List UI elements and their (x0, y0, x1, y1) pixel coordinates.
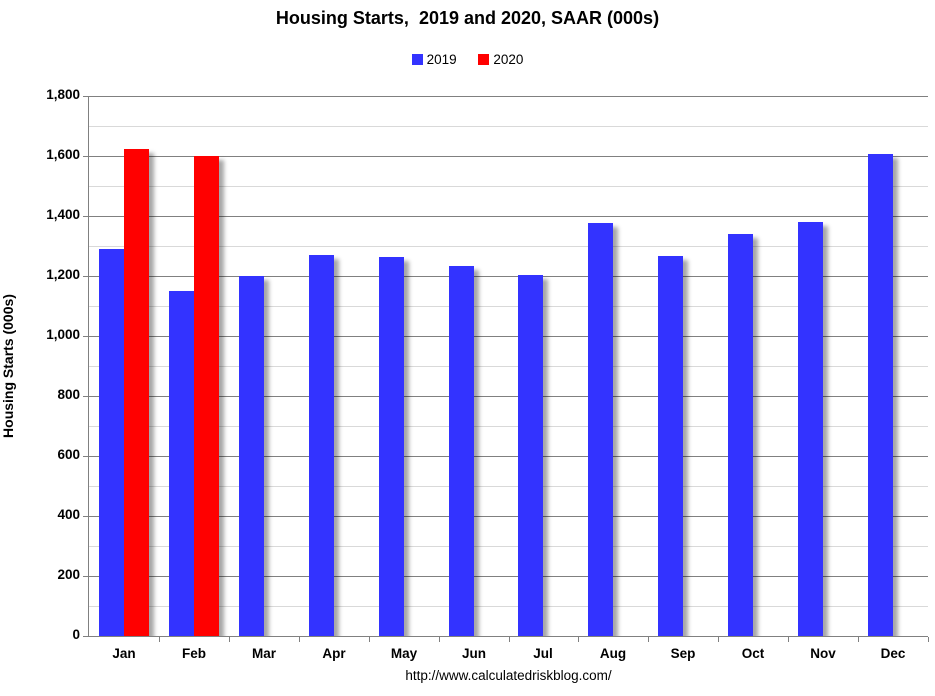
y-axis-label-800: 800 (57, 387, 80, 402)
y-axis-label-1400: 1,400 (46, 207, 80, 222)
x-tick-1 (159, 637, 160, 642)
bar-Sep-2019 (658, 256, 683, 636)
bar-May-2019 (379, 257, 404, 636)
bar-Nov-2019 (798, 222, 823, 636)
gridline-600 (89, 456, 928, 457)
x-tick-7 (578, 637, 579, 642)
y-tick-200 (83, 576, 89, 577)
legend-item-2019: 2019 (411, 52, 457, 67)
gridline-300 (89, 546, 928, 547)
y-tick-1800 (83, 96, 89, 97)
x-axis-label-Jun: Jun (461, 646, 486, 661)
gridline-1400 (89, 216, 928, 217)
y-tick-800 (83, 396, 89, 397)
bar-Feb-2020 (194, 156, 219, 636)
plot-area (89, 96, 928, 636)
y-axis-label-1000: 1,000 (46, 327, 80, 342)
y-axis-label-1800: 1,800 (46, 87, 80, 102)
gridline-1600 (89, 156, 928, 157)
bar-Aug-2019 (588, 223, 613, 636)
x-tick-3 (299, 637, 300, 642)
x-axis-label-Apr: Apr (322, 646, 346, 661)
x-axis-line (88, 636, 928, 637)
x-axis-label-Sep: Sep (670, 646, 696, 661)
legend-swatch-2019-icon (411, 54, 423, 65)
gridline-1000 (89, 336, 928, 337)
y-tick-400 (83, 516, 89, 517)
x-axis-label-Dec: Dec (880, 646, 906, 661)
gridline-200 (89, 576, 928, 577)
gridline-1700 (89, 126, 928, 127)
legend: 2019 2020 (0, 52, 935, 67)
legend-swatch-2020-icon (478, 54, 490, 65)
gridline-1200 (89, 276, 928, 277)
bar-Dec-2019 (868, 154, 893, 636)
y-tick-0 (83, 636, 89, 637)
gridline-700 (89, 426, 928, 427)
bar-Apr-2019 (309, 255, 334, 636)
bar-Jan-2020 (124, 149, 149, 636)
y-axis-label-1600: 1,600 (46, 147, 80, 162)
gridline-1300 (89, 246, 928, 247)
x-axis-label-Jul: Jul (533, 646, 553, 661)
y-axis-line (88, 96, 89, 637)
x-tick-2 (229, 637, 230, 642)
y-tick-1200 (83, 276, 89, 277)
gridline-100 (89, 606, 928, 607)
x-axis-label-Aug: Aug (599, 646, 627, 661)
x-axis-label-Feb: Feb (181, 646, 206, 661)
y-tick-600 (83, 456, 89, 457)
footer-url: http://www.calculatedriskblog.com/ (405, 668, 612, 683)
x-tick-5 (439, 637, 440, 642)
y-tick-1400 (83, 216, 89, 217)
x-tick-11 (858, 637, 859, 642)
bar-Jan-2019 (99, 249, 124, 636)
gridline-1100 (89, 306, 928, 307)
x-axis-label-Mar: Mar (251, 646, 276, 661)
x-tick-12 (928, 637, 929, 642)
legend-label-2019: 2019 (426, 52, 457, 67)
gridline-1500 (89, 186, 928, 187)
y-axis-label-600: 600 (57, 447, 80, 462)
gridline-800 (89, 396, 928, 397)
x-tick-8 (648, 637, 649, 642)
x-tick-10 (788, 637, 789, 642)
x-axis-label-May: May (390, 646, 418, 661)
x-tick-4 (369, 637, 370, 642)
y-axis-label-1200: 1,200 (46, 267, 80, 282)
y-axis-label-400: 400 (57, 507, 80, 522)
bar-Jul-2019 (518, 275, 543, 636)
legend-label-2020: 2020 (493, 52, 524, 67)
chart-title: Housing Starts, 2019 and 2020, SAAR (000… (275, 8, 660, 28)
y-tick-1000 (83, 336, 89, 337)
x-axis-label-Nov: Nov (810, 646, 836, 661)
bar-Mar-2019 (239, 276, 264, 636)
y-tick-1600 (83, 156, 89, 157)
gridline-900 (89, 366, 928, 367)
x-axis-label-Oct: Oct (741, 646, 765, 661)
x-tick-6 (509, 637, 510, 642)
gridline-500 (89, 486, 928, 487)
bar-Feb-2019 (169, 291, 194, 636)
gridline-400 (89, 516, 928, 517)
y-axis-label-200: 200 (57, 567, 80, 582)
y-axis-label-0: 0 (72, 627, 80, 642)
bar-Jun-2019 (449, 266, 474, 636)
x-tick-9 (718, 637, 719, 642)
legend-item-2020: 2020 (478, 52, 523, 67)
gridline-1800 (89, 96, 928, 97)
x-axis-label-Jan: Jan (112, 646, 136, 661)
bar-Oct-2019 (728, 234, 753, 636)
